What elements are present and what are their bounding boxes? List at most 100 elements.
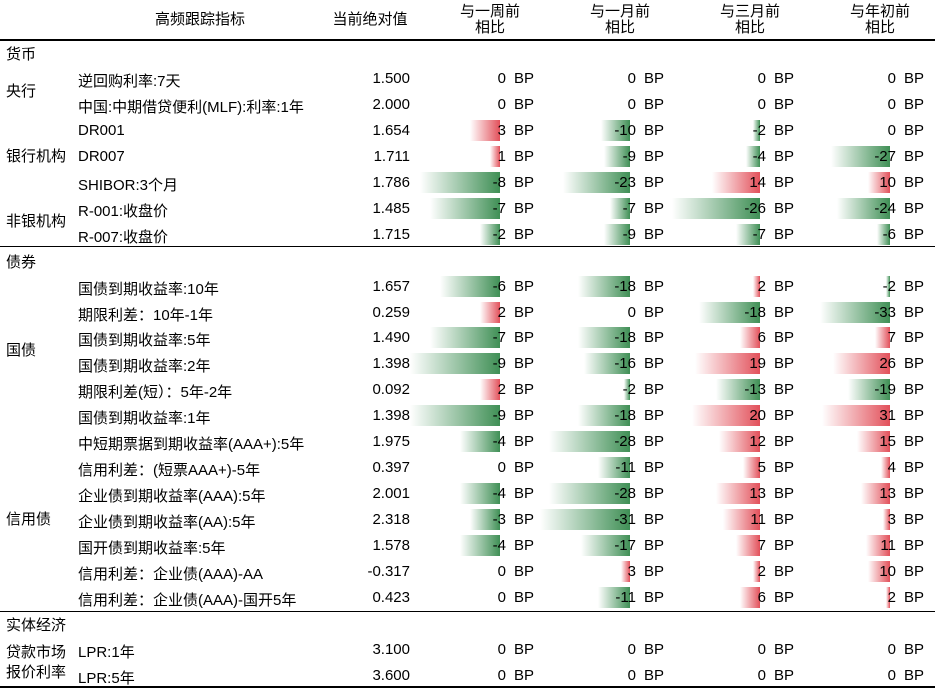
data-bar-quarter <box>712 171 760 193</box>
change-ytd: 13 <box>879 485 896 503</box>
data-bar-week <box>420 171 500 193</box>
change-ytd: -33 <box>874 303 896 321</box>
indicator-name: SHIBOR:3个月 <box>78 176 179 194</box>
data-bar-week <box>460 431 500 453</box>
data-bar-quarter <box>746 145 760 167</box>
change-ytd: 15 <box>879 433 896 451</box>
indicator-name: 国开债到期收益率:5年 <box>78 540 226 558</box>
unit-label: BP <box>774 121 795 139</box>
change-quarter: 6 <box>757 588 766 606</box>
change-week: -4 <box>492 433 506 451</box>
unit-label: BP <box>514 95 535 113</box>
change-month: -23 <box>614 173 636 191</box>
data-bar-ytd <box>865 535 890 557</box>
unit-label: BP <box>904 433 925 451</box>
current-value: 1.500 <box>372 69 410 87</box>
unit-label: BP <box>774 277 795 295</box>
data-bar-week <box>460 483 500 505</box>
change-week: -3 <box>492 511 506 529</box>
unit-label: BP <box>774 407 795 425</box>
group-label: 银行机构 <box>6 147 67 165</box>
data-bar-quarter <box>715 379 760 401</box>
bottom-rule <box>0 686 935 688</box>
change-month: -2 <box>622 381 636 399</box>
unit-label: BP <box>514 459 535 477</box>
change-month: -31 <box>614 511 636 529</box>
data-bar-week <box>430 197 500 219</box>
unit-label: BP <box>644 563 665 580</box>
change-quarter: 0 <box>757 666 766 684</box>
indicator-name: 信用利差：企业债(AAA)-AA <box>78 566 264 583</box>
change-week: -4 <box>492 485 506 503</box>
data-bar-ytd <box>837 197 890 219</box>
data-bar-week <box>410 405 500 427</box>
data-bar-month <box>621 561 630 582</box>
change-ytd: 3 <box>887 511 896 529</box>
unit-label: BP <box>514 173 535 191</box>
change-week: -2 <box>492 225 506 243</box>
header-week: 与一周前 相比 <box>440 4 540 36</box>
data-bar-week <box>460 535 500 557</box>
unit-label: BP <box>774 95 795 113</box>
unit-label: BP <box>644 173 665 191</box>
data-bar-ytd <box>868 561 890 582</box>
change-week: -6 <box>492 277 506 295</box>
change-week: -8 <box>492 173 506 191</box>
change-ytd: 10 <box>879 173 896 191</box>
data-bar-ytd <box>881 457 890 479</box>
data-bar-week <box>440 275 500 297</box>
current-value: 1.578 <box>372 537 410 555</box>
current-value: 0.259 <box>372 303 410 321</box>
data-bar-ytd <box>861 483 890 505</box>
unit-label: BP <box>904 303 925 321</box>
unit-label: BP <box>774 69 795 87</box>
current-value: 1.398 <box>372 355 410 373</box>
data-bar-month <box>624 379 630 401</box>
unit-label: BP <box>774 147 795 165</box>
header-rule <box>0 39 935 41</box>
unit-label: BP <box>514 69 535 87</box>
data-bar-ytd <box>857 431 890 453</box>
change-ytd: -2 <box>882 277 896 295</box>
data-bar-quarter <box>719 431 760 453</box>
unit-label: BP <box>904 381 925 399</box>
unit-label: BP <box>904 69 925 87</box>
change-ytd: 0 <box>887 121 896 139</box>
change-week: 1 <box>497 147 506 165</box>
change-quarter: 19 <box>749 355 766 373</box>
indicator-name: LPR:1年 <box>78 643 135 661</box>
data-bar-month <box>603 223 630 245</box>
unit-label: BP <box>644 537 665 555</box>
change-week: -4 <box>492 537 506 555</box>
current-value: 2.001 <box>372 485 410 503</box>
header-current: 当前绝对值 <box>332 11 408 28</box>
current-value: 3.600 <box>372 666 410 684</box>
change-month: -16 <box>614 355 636 373</box>
change-quarter: -18 <box>744 303 766 321</box>
header-month-line2: 相比 <box>604 19 635 36</box>
change-month: -7 <box>622 199 636 217</box>
unit-label: BP <box>514 147 535 165</box>
change-ytd: 26 <box>879 355 896 373</box>
change-week: 0 <box>497 588 506 606</box>
indicator-name: R-007:收盘价 <box>78 228 169 246</box>
unit-label: BP <box>514 355 535 373</box>
unit-label: BP <box>644 199 665 217</box>
data-bar-month <box>548 483 630 505</box>
unit-label: BP <box>774 666 795 684</box>
group-label: 央行 <box>6 82 37 100</box>
section-title: 债券 <box>6 253 37 271</box>
current-value: 0.423 <box>372 588 410 606</box>
indicator-name: 国债到期收益率:2年 <box>78 358 211 376</box>
data-bar-ytd <box>832 353 890 375</box>
change-week: 2 <box>497 381 506 399</box>
indicator-name: 国债到期收益率:5年 <box>78 332 211 350</box>
change-month: -11 <box>615 588 636 606</box>
section-rule-economy <box>0 611 935 612</box>
unit-label: BP <box>774 355 795 373</box>
data-bar-quarter <box>736 223 760 245</box>
change-week: 0 <box>497 95 506 113</box>
header-quarter-line2: 相比 <box>734 19 765 36</box>
unit-label: BP <box>774 537 795 555</box>
change-quarter: -26 <box>744 199 766 217</box>
